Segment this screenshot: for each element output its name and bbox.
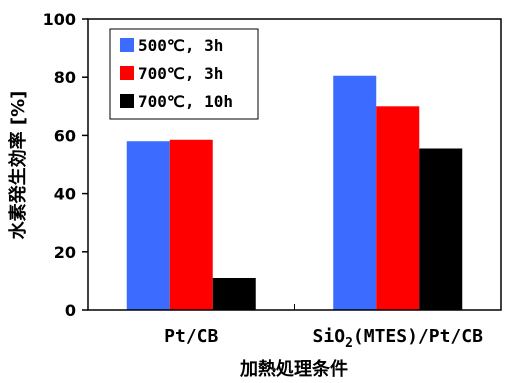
bar-2-2 <box>376 106 420 310</box>
bar-3-2 <box>419 148 463 310</box>
y-tick-label: 40 <box>54 185 76 204</box>
y-tick-label: 20 <box>54 243 76 262</box>
legend-frame <box>109 28 259 120</box>
legend-label: 700℃, 3h <box>138 64 223 83</box>
legend-swatch <box>120 38 134 52</box>
legend-label: 700℃, 10h <box>138 92 233 111</box>
legend-items: 500℃, 3h 700℃, 3h 700℃, 10h <box>120 36 233 111</box>
bar-1-1 <box>126 141 170 310</box>
x-category-label: SiO2(MTES)/Pt/CB <box>313 326 484 351</box>
bar-1-2 <box>333 75 377 311</box>
y-tick-label: 60 <box>54 126 76 145</box>
legend: 500℃, 3h 700℃, 3h 700℃, 10h <box>109 28 259 120</box>
y-tick-label: 0 <box>65 301 76 320</box>
y-axis-label: 水素発生効率 [%] <box>7 91 29 240</box>
legend-label: 500℃, 3h <box>138 36 223 55</box>
x-axis-categories: Pt/CB SiO2(MTES)/Pt/CB <box>164 304 483 351</box>
bar-3-1 <box>212 277 256 310</box>
bar-2-1 <box>169 139 213 310</box>
x-axis-label: 加熱処理条件 <box>239 358 348 380</box>
x-category-label: Pt/CB <box>164 326 218 347</box>
legend-swatch <box>120 66 134 80</box>
y-tick-label: 100 <box>43 10 76 29</box>
y-tick-label: 80 <box>54 68 76 87</box>
bars <box>126 75 463 311</box>
legend-swatch <box>120 94 134 108</box>
y-axis-ticks: 0 20 40 60 80 100 <box>43 10 88 320</box>
